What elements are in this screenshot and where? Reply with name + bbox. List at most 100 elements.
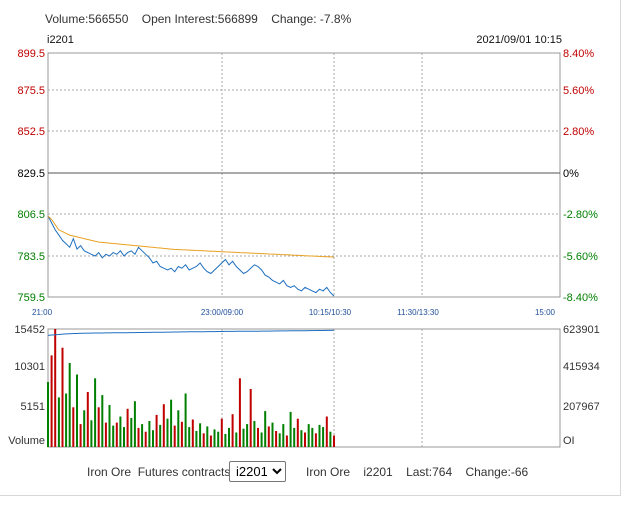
open-interest-line	[47, 329, 335, 336]
y-pct-label: -8.40%	[563, 292, 598, 304]
volume-bar	[137, 427, 140, 447]
volume-bar	[304, 432, 306, 447]
volume-bar	[293, 427, 296, 447]
volume-bar	[112, 425, 115, 447]
oi-tick-label: 415934	[563, 361, 600, 373]
volume-bar	[206, 426, 209, 447]
volume-bar	[220, 418, 223, 447]
volume-bar	[285, 435, 288, 447]
quote-symbol: i2201	[363, 465, 393, 479]
volume-bar	[57, 397, 60, 447]
contract-label: Iron Ore Futures contracts	[87, 465, 230, 479]
volume-tick-label: 5151	[21, 401, 45, 413]
commodity-name: Iron Ore	[87, 465, 132, 479]
volume-bar	[202, 433, 205, 447]
volume-bar	[325, 416, 328, 447]
volume-bar	[275, 431, 278, 447]
oi-tick-label: 623901	[563, 324, 600, 336]
y-tick-label: 783.5	[17, 251, 45, 263]
contract-select[interactable]: i2201	[229, 461, 286, 482]
volume-bar	[115, 422, 118, 447]
volume-bar	[50, 355, 53, 447]
volume-bar	[278, 433, 281, 447]
y-tick-label: 899.5	[17, 48, 45, 60]
contracts-label: Futures contracts	[137, 465, 231, 479]
volume-bar	[231, 414, 234, 447]
volume-bar	[162, 404, 165, 447]
y-pct-label: 5.60%	[563, 85, 594, 97]
volume-bar	[83, 410, 86, 447]
volume-bar	[260, 432, 263, 447]
chart-symbol: i2201	[47, 34, 74, 46]
volume-readout: Volume:566550	[45, 12, 129, 26]
x-tick-label: 10:15/10:30	[309, 308, 352, 317]
volume-bar	[101, 395, 104, 447]
volume-bar	[242, 428, 245, 447]
volume-bar	[141, 424, 144, 447]
volume-bar	[322, 427, 325, 447]
y-pct-label: 8.40%	[563, 48, 594, 60]
summary-bar: Volume:566550 Open Interest:566899 Chang…	[45, 12, 361, 26]
volume-bar	[144, 431, 147, 447]
volume-bar	[257, 427, 259, 447]
volume-bar	[333, 435, 335, 447]
volume-bar	[264, 411, 267, 447]
volume-bar	[94, 378, 97, 447]
volume-bar	[159, 424, 162, 447]
y-pct-label: 2.80%	[563, 126, 594, 138]
volume-bar	[170, 399, 173, 447]
chart-panel	[0, 0, 621, 496]
oi-tick-label: 207967	[563, 401, 600, 413]
x-tick-label: 21:00	[32, 308, 53, 317]
volume-bar	[97, 407, 100, 447]
volume-bar	[184, 393, 187, 447]
price-panel-frame	[47, 52, 561, 298]
y-tick-label: 875.5	[17, 85, 45, 97]
volume-bar	[130, 418, 133, 447]
average-price-line	[47, 215, 335, 258]
volume-tick-label: Volume	[8, 435, 45, 447]
y-tick-label: 852.5	[17, 126, 45, 138]
quote-info: Iron Ore i2201 Last:764 Change:-66	[306, 465, 538, 479]
volume-bar	[311, 427, 314, 447]
volume-bar	[86, 392, 89, 447]
quote-commodity: Iron Ore	[306, 465, 351, 479]
price-change: Change:-66	[465, 465, 529, 479]
x-tick-label: 11:30/13:30	[397, 308, 439, 317]
volume-bar	[249, 389, 252, 447]
volume-bar	[282, 424, 285, 447]
chart-timestamp: 2021/09/01 10:15	[476, 34, 562, 46]
volume-bar	[224, 434, 227, 447]
volume-bar	[47, 382, 49, 447]
volume-bar	[296, 418, 299, 447]
volume-bar	[123, 427, 125, 447]
volume-bar	[152, 430, 154, 447]
y-pct-label: -5.60%	[563, 251, 598, 263]
volume-bar	[318, 424, 321, 447]
change-readout: Change: -7.8%	[271, 12, 352, 26]
volume-bar	[133, 401, 136, 447]
volume-bar	[65, 393, 68, 447]
volume-bar	[195, 431, 198, 447]
x-tick-label: 23:00/09:00	[201, 308, 244, 317]
last-price: Last:764	[406, 465, 453, 479]
volume-bar	[314, 433, 317, 447]
volume-bar	[76, 374, 78, 447]
volume-bar	[209, 435, 212, 447]
volume-bar	[238, 378, 241, 447]
volume-bar	[104, 422, 107, 447]
open-interest-readout: Open Interest:566899	[141, 12, 258, 26]
y-pct-label: -2.80%	[563, 209, 598, 221]
volume-tick-label: 10301	[14, 361, 45, 373]
volume-bar	[300, 430, 303, 447]
volume-bar	[148, 421, 151, 447]
volume-bar	[199, 423, 202, 447]
volume-bar	[72, 407, 75, 447]
y-tick-label: 829.5	[17, 168, 45, 180]
volume-bar	[246, 424, 249, 447]
volume-bar	[217, 431, 220, 447]
volume-bar	[68, 363, 71, 447]
volume-bar	[90, 420, 93, 447]
volume-bar	[126, 408, 129, 447]
volume-bar	[267, 426, 270, 447]
